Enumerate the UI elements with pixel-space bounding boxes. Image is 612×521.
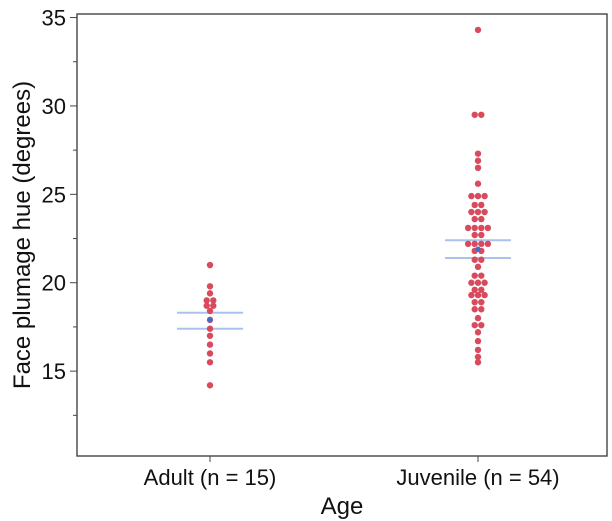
plot-frame xyxy=(76,13,608,457)
data-point xyxy=(203,302,210,309)
data-point xyxy=(468,208,475,216)
data-point xyxy=(478,306,485,313)
data-point xyxy=(474,346,482,354)
data-point xyxy=(478,256,485,263)
y-axis-title: Face plumage hue (degrees) xyxy=(9,81,36,389)
data-point xyxy=(468,192,475,200)
plot-area xyxy=(177,26,511,389)
data-point xyxy=(478,321,485,329)
data-point xyxy=(474,337,482,345)
data-point xyxy=(474,164,482,172)
y-tick-label: 25 xyxy=(42,182,66,207)
data-point xyxy=(474,291,482,299)
mean-marker xyxy=(475,246,481,252)
data-point xyxy=(471,298,478,306)
data-point xyxy=(481,291,488,299)
data-point xyxy=(471,240,478,248)
data-point xyxy=(471,286,478,294)
data-point xyxy=(474,157,482,164)
y-tick-label: 15 xyxy=(42,359,66,384)
data-point xyxy=(478,272,485,279)
data-point xyxy=(481,208,488,216)
data-point xyxy=(474,26,482,34)
data-point xyxy=(474,192,482,200)
y-tick-label: 20 xyxy=(42,271,66,296)
x-axis-title: Age xyxy=(321,493,364,520)
mean-marker xyxy=(207,317,213,323)
data-point xyxy=(478,224,485,232)
x-tick-label: Juvenile (n = 54) xyxy=(396,465,559,490)
data-point xyxy=(478,231,485,239)
x-tick-label: Adult (n = 15) xyxy=(144,465,277,490)
y-tick-label: 30 xyxy=(42,94,66,119)
data-point xyxy=(206,332,214,339)
data-point xyxy=(484,240,492,248)
data-point xyxy=(464,224,472,232)
data-point xyxy=(478,215,485,223)
data-point xyxy=(206,350,214,357)
data-point xyxy=(206,290,214,297)
data-point xyxy=(474,208,482,216)
data-point xyxy=(210,297,217,304)
x-axis: Adult (n = 15) Juvenile (n = 54) xyxy=(144,456,560,490)
data-point xyxy=(474,180,482,187)
data-point xyxy=(206,283,214,290)
data-point xyxy=(474,359,482,366)
data-point xyxy=(471,272,478,279)
data-point xyxy=(474,279,482,286)
data-point xyxy=(474,314,482,322)
data-point xyxy=(478,111,485,118)
data-point xyxy=(484,224,492,232)
data-point xyxy=(206,325,214,332)
data-point xyxy=(478,286,485,294)
data-point xyxy=(210,302,217,309)
data-point xyxy=(471,321,478,329)
data-point xyxy=(206,359,214,366)
data-point xyxy=(206,341,214,348)
group-juvenile xyxy=(445,26,511,366)
data-point xyxy=(478,298,485,306)
data-point xyxy=(468,291,475,299)
data-point xyxy=(206,307,214,315)
data-point xyxy=(478,240,485,248)
data-point xyxy=(474,329,482,336)
data-point xyxy=(471,256,478,263)
data-point xyxy=(474,263,482,271)
data-point xyxy=(206,261,214,269)
data-point xyxy=(474,150,482,157)
data-point xyxy=(471,231,478,239)
data-point xyxy=(471,306,478,313)
group-adult xyxy=(177,261,243,389)
y-tick-label: 35 xyxy=(42,6,66,31)
data-point xyxy=(206,382,214,389)
data-point xyxy=(203,297,210,304)
data-point xyxy=(481,279,488,286)
data-point xyxy=(478,201,485,209)
data-point xyxy=(481,192,488,200)
data-point xyxy=(471,224,478,232)
data-point xyxy=(474,353,482,361)
y-axis: 15 20 25 30 35 xyxy=(42,6,77,416)
data-point xyxy=(471,201,478,209)
data-point xyxy=(471,111,478,118)
data-point xyxy=(468,279,475,286)
data-point xyxy=(464,240,472,248)
data-point xyxy=(471,215,478,223)
